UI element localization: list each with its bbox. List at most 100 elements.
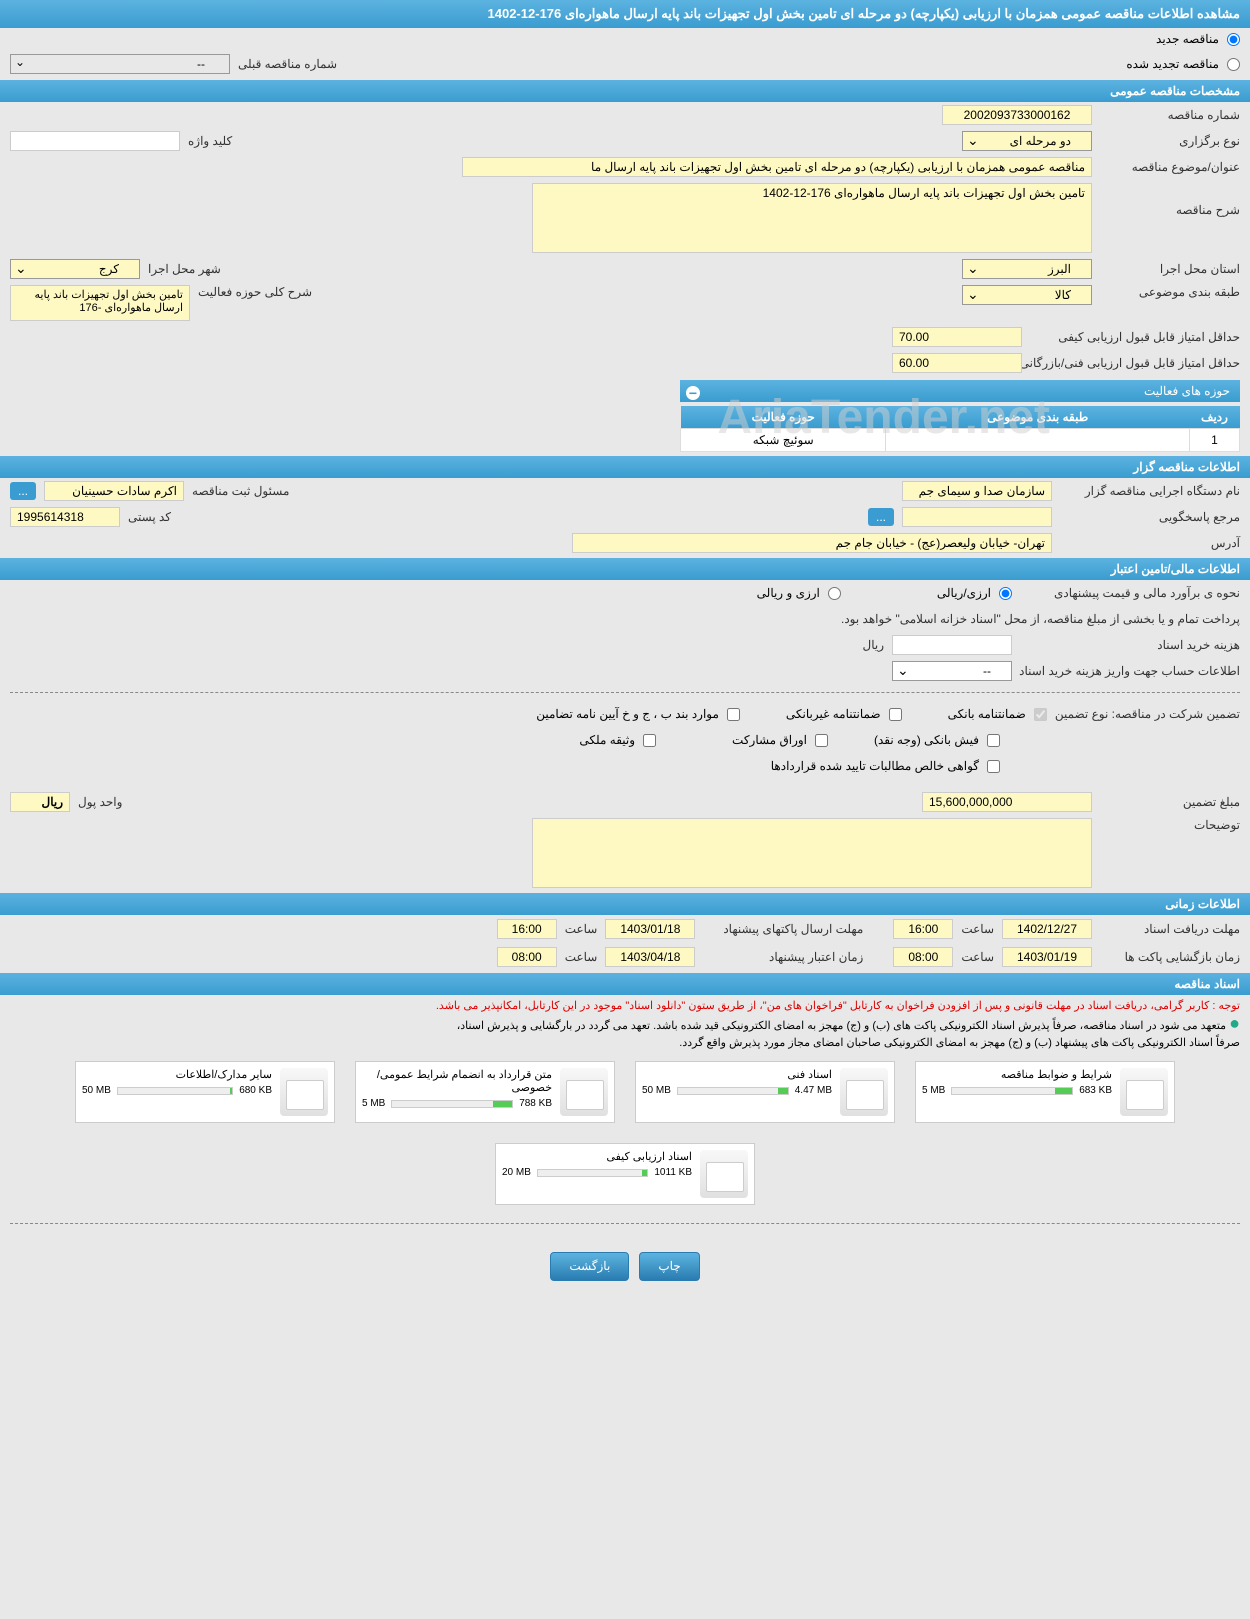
prev-number-select[interactable]: -- bbox=[10, 54, 230, 74]
check-property[interactable]: وثیقه ملکی bbox=[579, 733, 656, 747]
divider bbox=[10, 692, 1240, 693]
hour-label-4: ساعت bbox=[565, 950, 598, 964]
doc-title: شرایط و ضوابط مناقصه bbox=[922, 1068, 1112, 1081]
province-label: استان محل اجرا bbox=[1100, 262, 1240, 276]
type-select[interactable]: دو مرحله ای bbox=[962, 131, 1092, 151]
open-date: 1403/01/19 bbox=[1002, 947, 1092, 967]
radio-renewed-label: مناقصه تجدید شده bbox=[1126, 57, 1219, 71]
hour-label: ساعت bbox=[961, 922, 994, 936]
currency-label: ریال bbox=[862, 638, 884, 652]
section-financial: اطلاعات مالی/تامین اعتبار bbox=[0, 558, 1250, 580]
number-field: 2002093733000162 bbox=[942, 105, 1092, 125]
back-button[interactable]: بازگشت bbox=[550, 1252, 629, 1281]
validity-date: 1403/04/18 bbox=[605, 947, 695, 967]
open-label: زمان بازگشایی پاکت ها bbox=[1100, 950, 1240, 964]
account-select[interactable]: -- bbox=[892, 661, 1012, 681]
doc-used: 680 KB bbox=[239, 1085, 272, 1096]
cell-cat bbox=[886, 429, 1190, 452]
collapse-icon[interactable]: − bbox=[686, 386, 700, 400]
postal-field: 1995614318 bbox=[10, 507, 120, 527]
dots-button[interactable]: ... bbox=[10, 482, 36, 500]
validity-label: زمان اعتبار پیشنهاد bbox=[703, 950, 863, 964]
postal-label: کد پستی bbox=[128, 510, 171, 524]
progress-bar bbox=[537, 1169, 648, 1177]
quality-score-label: حداقل امتیاز قابل قبول ارزیابی کیفی bbox=[1030, 330, 1240, 344]
check-nonbank[interactable]: ضمانتنامه غیربانکی bbox=[786, 707, 902, 721]
number-label: شماره مناقصه bbox=[1100, 108, 1240, 122]
city-select[interactable]: کرج bbox=[10, 259, 140, 279]
receive-label: مهلت دریافت اسناد bbox=[1100, 922, 1240, 936]
progress-bar bbox=[677, 1087, 789, 1095]
registrar-field: اکرم سادات حسینیان bbox=[44, 481, 184, 501]
progress-bar bbox=[951, 1087, 1073, 1095]
col-category: طبقه بندی موضوعی bbox=[886, 406, 1190, 429]
category-label: طبقه بندی موضوعی bbox=[1100, 285, 1240, 299]
method-label: نحوه ی برآورد مالی و قیمت پیشنهادی bbox=[1020, 586, 1240, 600]
check-bank[interactable]: ضمانتنامه بانکی bbox=[948, 707, 1047, 721]
receive-date: 1402/12/27 bbox=[1002, 919, 1092, 939]
doc-card[interactable]: اسناد فنی 50 MB 4.47 MB bbox=[635, 1061, 895, 1123]
doc-card[interactable]: اسناد ارزیابی کیفی 20 MB 1011 KB bbox=[495, 1143, 755, 1205]
keyword-field[interactable] bbox=[10, 131, 180, 151]
amount-label: مبلغ تضمین bbox=[1100, 795, 1240, 809]
document-grid: شرایط و ضوابط مناقصه 5 MB 683 KB اسناد ف… bbox=[0, 1051, 1250, 1215]
section-holder: اطلاعات مناقصه گزار bbox=[0, 456, 1250, 478]
notice-3: صرفاً اسناد الکترونیکی پاکت های پیشنهاد … bbox=[0, 1034, 1250, 1051]
type-label: نوع برگزاری bbox=[1100, 134, 1240, 148]
doc-used: 4.47 MB bbox=[795, 1085, 832, 1096]
scope-desc-field: تامین بخش اول تجهیزات باند پایه ارسال ما… bbox=[10, 285, 190, 321]
doc-used: 1011 KB bbox=[654, 1167, 692, 1178]
payment-note: پرداخت تمام و یا بخشی از مبلغ مناقصه، از… bbox=[841, 612, 1240, 626]
section-documents: اسناد مناقصه bbox=[0, 973, 1250, 995]
doc-title: اسناد فنی bbox=[642, 1068, 832, 1081]
radio-rial[interactable]: ارزی/ریالی bbox=[937, 586, 1012, 600]
unit-field: ریال bbox=[10, 792, 70, 812]
notice-2: ● متعهد می شود در اسناد مناقصه، صرفاً پذ… bbox=[0, 1016, 1250, 1034]
doc-card[interactable]: سایر مدارک/اطلاعات 50 MB 680 KB bbox=[75, 1061, 335, 1123]
address-label: آدرس bbox=[1060, 536, 1240, 550]
org-label: نام دستگاه اجرایی مناقصه گزار bbox=[1060, 484, 1240, 498]
registrar-label: مسئول ثبت مناقصه bbox=[192, 484, 289, 498]
scope-desc-label: شرح کلی حوزه فعالیت bbox=[198, 285, 312, 299]
check-cases[interactable]: موارد بند ب ، ج و خ آیین نامه تضامین bbox=[536, 707, 740, 721]
doc-cost-field[interactable] bbox=[892, 635, 1012, 655]
subject-field: مناقصه عمومی همزمان با ارزیابی (یکپارچه)… bbox=[462, 157, 1092, 177]
hour-label-3: ساعت bbox=[961, 950, 994, 964]
radio-renewed-input[interactable] bbox=[1227, 58, 1240, 71]
dots-button-2[interactable]: ... bbox=[868, 508, 894, 526]
send-label: مهلت ارسال پاکتهای پیشنهاد bbox=[703, 922, 863, 936]
open-hour: 08:00 bbox=[893, 947, 953, 967]
radio-renewed-tender[interactable]: مناقصه تجدید شده bbox=[1126, 54, 1240, 74]
radio-new-label: مناقصه جدید bbox=[1156, 32, 1219, 46]
progress-bar bbox=[391, 1100, 513, 1108]
send-hour: 16:00 bbox=[497, 919, 557, 939]
doc-used: 683 KB bbox=[1079, 1085, 1112, 1096]
cell-scope: سوئیچ شبکه bbox=[681, 429, 886, 452]
doc-title: سایر مدارک/اطلاعات bbox=[82, 1068, 272, 1081]
section-general: مشخصات مناقصه عمومی bbox=[0, 80, 1250, 102]
category-select[interactable]: کالا bbox=[962, 285, 1092, 305]
print-button[interactable]: چاپ bbox=[639, 1252, 699, 1281]
radio-new-tender[interactable]: مناقصه جدید bbox=[1156, 32, 1240, 46]
doc-title: متن قرارداد به انضمام شرایط عمومی/خصوصی bbox=[362, 1068, 552, 1094]
doc-max: 5 MB bbox=[362, 1098, 385, 1109]
check-contract[interactable]: گواهی خالص مطالبات تایید شده قراردادها bbox=[771, 759, 1000, 773]
radio-both[interactable]: ارزی و ریالی bbox=[757, 586, 841, 600]
tech-score-label: حداقل امتیاز قابل قبول ارزیابی فنی/بازرگ… bbox=[1030, 356, 1240, 370]
province-select[interactable]: البرز bbox=[962, 259, 1092, 279]
doc-card[interactable]: شرایط و ضوابط مناقصه 5 MB 683 KB bbox=[915, 1061, 1175, 1123]
receive-hour: 16:00 bbox=[893, 919, 953, 939]
folder-icon bbox=[1120, 1068, 1168, 1116]
divider-2 bbox=[10, 1223, 1240, 1224]
send-date: 1403/01/18 bbox=[605, 919, 695, 939]
check-bonds[interactable]: اوراق مشارکت bbox=[732, 733, 828, 747]
radio-new-input[interactable] bbox=[1227, 33, 1240, 46]
doc-max: 50 MB bbox=[642, 1085, 671, 1096]
doc-card[interactable]: متن قرارداد به انضمام شرایط عمومی/خصوصی … bbox=[355, 1061, 615, 1123]
account-label: اطلاعات حساب جهت واریز هزینه خرید اسناد bbox=[1020, 664, 1240, 678]
keyword-label: کلید واژه bbox=[188, 134, 232, 148]
city-label: شهر محل اجرا bbox=[148, 262, 221, 276]
check-cash[interactable]: فیش بانکی (وجه نقد) bbox=[874, 733, 1000, 747]
unit-label: واحد پول bbox=[78, 795, 122, 809]
folder-icon bbox=[700, 1150, 748, 1198]
